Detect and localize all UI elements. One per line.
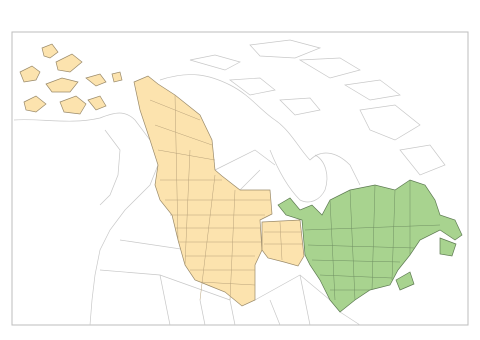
island-region [111, 71, 123, 83]
coastline [99, 129, 121, 206]
subdivision [264, 221, 303, 261]
coastline [13, 112, 161, 326]
central-region [261, 219, 305, 267]
hudson-bay [269, 149, 328, 203]
island-region [55, 53, 83, 73]
island-region [41, 43, 59, 59]
island-region [59, 95, 87, 115]
maritime-region [439, 237, 457, 257]
island-region [23, 95, 47, 113]
orange-region [19, 43, 305, 307]
island-region [45, 77, 79, 93]
subdivision [304, 180, 441, 301]
island-region [85, 73, 107, 87]
islands [189, 39, 446, 176]
island-region [87, 95, 107, 111]
green-region [277, 179, 463, 313]
arctic-coast [159, 74, 361, 186]
subdivision [149, 94, 270, 301]
maritime-region [395, 271, 415, 291]
western-region [133, 75, 273, 307]
island-region [19, 65, 41, 83]
